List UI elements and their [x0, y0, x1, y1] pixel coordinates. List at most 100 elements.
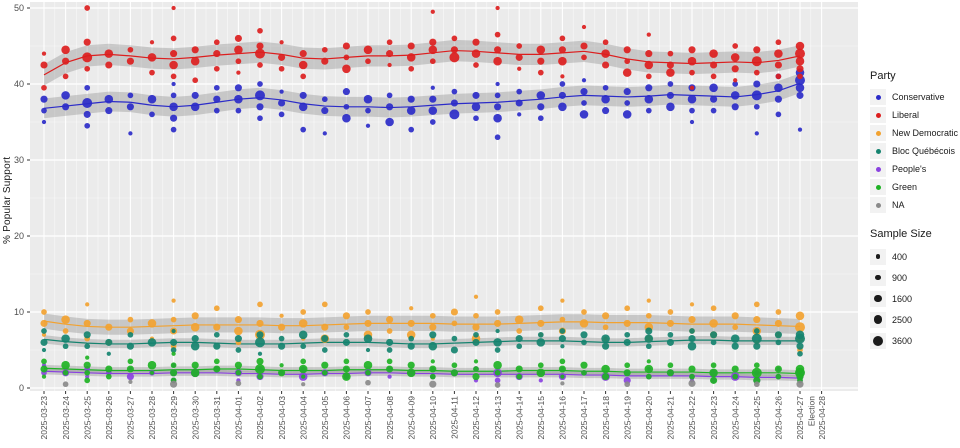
data-point [343, 324, 350, 331]
data-point [235, 380, 242, 387]
data-point [170, 35, 177, 42]
data-point [149, 40, 155, 45]
data-point [581, 54, 587, 61]
svg-text:2025-04-03: 2025-04-03 [277, 396, 287, 440]
data-point [126, 365, 134, 373]
size-legend-label: 900 [892, 272, 908, 283]
svg-text:20: 20 [14, 231, 24, 241]
data-point [450, 346, 458, 354]
data-point [559, 81, 566, 87]
data-point [343, 331, 350, 338]
data-point [169, 60, 178, 70]
data-point [795, 322, 805, 333]
data-point [667, 81, 674, 87]
data-point [62, 103, 70, 111]
svg-text:2025-04-13: 2025-04-13 [493, 396, 503, 440]
data-point [128, 379, 133, 385]
confidence-bands [44, 39, 800, 382]
data-point [170, 380, 178, 388]
data-point [40, 365, 48, 373]
data-point [709, 319, 718, 328]
svg-text:2025-04-07: 2025-04-07 [363, 396, 373, 440]
data-point [428, 341, 438, 351]
data-point [257, 115, 263, 122]
data-point [581, 309, 587, 315]
data-point [560, 381, 565, 386]
data-point [450, 308, 458, 316]
data-point [774, 83, 783, 93]
data-point [105, 323, 113, 331]
data-point [623, 46, 631, 54]
data-point [342, 338, 350, 346]
data-point [40, 95, 48, 103]
data-point [429, 365, 437, 373]
data-point [559, 316, 566, 323]
svg-text:2025-03-30: 2025-03-30 [190, 396, 200, 440]
svg-text:2025-04-25: 2025-04-25 [752, 396, 762, 440]
data-point [365, 309, 371, 315]
party-color-dot [875, 112, 881, 118]
data-point [342, 365, 350, 373]
data-point [409, 306, 414, 311]
data-point [278, 65, 285, 72]
data-point [644, 94, 654, 104]
svg-text:2025-03-27: 2025-03-27 [126, 396, 136, 440]
svg-text:2025-04-20: 2025-04-20 [644, 396, 654, 440]
data-point [774, 49, 783, 58]
data-point [386, 316, 394, 324]
party-legend-label: Conservative [892, 92, 945, 102]
data-point [386, 328, 393, 334]
data-point [106, 351, 111, 356]
data-point [710, 376, 718, 384]
data-point [751, 56, 762, 67]
data-point [753, 80, 761, 88]
data-point [386, 338, 394, 346]
data-point [536, 368, 546, 378]
y-axis-labels: 0 10 20 30 40 50 [14, 3, 24, 393]
data-point [472, 323, 480, 331]
data-point [213, 342, 221, 350]
data-point [450, 46, 458, 54]
data-point [407, 42, 415, 50]
data-point [298, 330, 308, 340]
data-point [386, 358, 393, 365]
data-point [408, 126, 415, 133]
party-color-dot [875, 166, 881, 172]
size-legend-item-900: 900 [866, 267, 960, 288]
data-point [365, 347, 371, 353]
data-point [667, 362, 674, 369]
data-point [645, 107, 652, 114]
data-point [300, 343, 307, 350]
size-legend-item-3600: 3600 [866, 330, 960, 351]
data-point [645, 327, 653, 335]
data-point [774, 331, 782, 339]
data-point [473, 366, 479, 372]
data-point [579, 319, 589, 328]
svg-text:30: 30 [14, 155, 24, 165]
data-point [191, 361, 199, 369]
data-point [234, 94, 243, 104]
data-point [601, 334, 610, 343]
data-point [495, 5, 500, 11]
data-point [560, 344, 565, 349]
data-point [795, 333, 805, 344]
data-point [732, 373, 739, 380]
data-point [429, 312, 436, 319]
data-point [298, 60, 308, 70]
data-point [472, 38, 480, 46]
data-point [298, 102, 308, 112]
data-point [127, 46, 134, 53]
data-point [689, 373, 695, 380]
data-point [494, 377, 501, 384]
data-point [408, 65, 415, 72]
election-label: Election [806, 396, 816, 427]
data-point [472, 338, 480, 346]
data-point [170, 316, 177, 323]
data-point [538, 378, 543, 383]
data-point [495, 328, 500, 334]
data-point [257, 81, 263, 87]
data-point [753, 362, 760, 369]
party-color-dot [875, 184, 881, 190]
data-point [774, 95, 782, 103]
svg-text:40: 40 [14, 79, 24, 89]
